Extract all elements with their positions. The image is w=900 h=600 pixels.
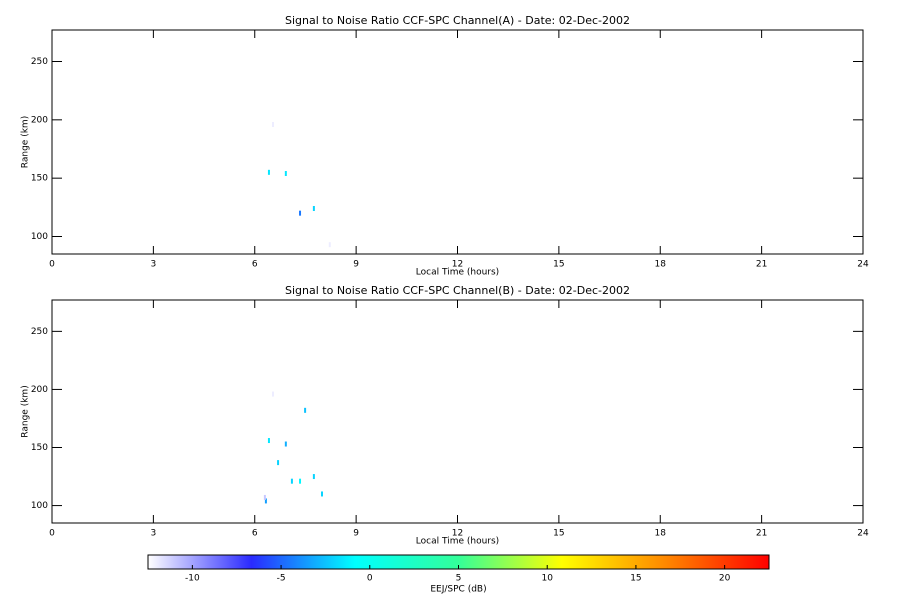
x-tick-label: 12 xyxy=(452,529,463,539)
data-point xyxy=(312,206,315,211)
chart-title: Signal to Noise Ratio CCF-SPC Channel(A)… xyxy=(285,14,630,27)
data-point xyxy=(328,242,331,248)
colorbar-tick-label: -5 xyxy=(277,574,286,584)
x-tick-label: 6 xyxy=(252,260,258,270)
x-tick-label: 12 xyxy=(452,260,463,270)
colorbar-label: EEJ/SPC (dB) xyxy=(430,585,486,595)
x-tick-label: 18 xyxy=(655,260,667,270)
data-point xyxy=(271,122,274,127)
x-tick-label: 9 xyxy=(353,260,359,270)
x-tick-label: 18 xyxy=(655,529,667,539)
data-point xyxy=(264,498,267,504)
x-tick-label: 3 xyxy=(151,529,157,539)
x-tick-label: 21 xyxy=(756,260,767,270)
data-point xyxy=(299,210,302,216)
data-point xyxy=(299,478,302,484)
data-point xyxy=(284,441,287,447)
data-point xyxy=(277,460,280,466)
y-tick-label: 200 xyxy=(31,385,48,395)
colorbar-tick-label: 10 xyxy=(541,574,553,584)
data-point xyxy=(290,478,293,484)
data-point xyxy=(312,474,315,480)
x-axis-label: Local Time (hours) xyxy=(416,537,499,547)
x-tick-label: 15 xyxy=(553,260,564,270)
x-axis-label: Local Time (hours) xyxy=(416,268,499,278)
y-axis-label: Range (km) xyxy=(21,116,31,168)
colorbar-tick-label: 15 xyxy=(630,574,641,584)
plot-frame xyxy=(51,29,864,255)
y-tick-label: 200 xyxy=(31,115,48,125)
x-tick-label: 24 xyxy=(857,260,869,270)
colorbar-tick-label: 0 xyxy=(367,574,373,584)
data-point xyxy=(304,407,307,413)
plot-frame xyxy=(51,299,864,524)
x-tick-label: 21 xyxy=(756,529,767,539)
chart-title: Signal to Noise Ratio CCF-SPC Channel(B)… xyxy=(285,284,630,297)
y-tick-label: 100 xyxy=(31,501,48,511)
colorbar-tick-label: 5 xyxy=(456,574,462,584)
y-tick-label: 150 xyxy=(31,174,48,184)
x-tick-label: 0 xyxy=(49,529,55,539)
data-point xyxy=(267,169,270,175)
y-axis-label: Range (km) xyxy=(21,385,31,437)
x-tick-label: 15 xyxy=(553,529,564,539)
data-point xyxy=(267,438,270,444)
colorbar-tick-label: -10 xyxy=(185,574,200,584)
data-point xyxy=(271,391,274,397)
x-tick-label: 0 xyxy=(49,260,55,270)
y-tick-label: 100 xyxy=(31,232,48,242)
data-point xyxy=(284,171,287,176)
x-tick-label: 3 xyxy=(151,260,157,270)
y-tick-label: 250 xyxy=(31,57,48,67)
colorbar-tick-label: 20 xyxy=(719,574,731,584)
x-tick-label: 9 xyxy=(353,529,359,539)
y-tick-label: 250 xyxy=(31,327,48,337)
y-tick-label: 150 xyxy=(31,443,48,453)
data-point xyxy=(320,491,323,497)
x-tick-label: 6 xyxy=(252,529,258,539)
data-point xyxy=(263,494,266,500)
x-tick-label: 24 xyxy=(857,529,869,539)
